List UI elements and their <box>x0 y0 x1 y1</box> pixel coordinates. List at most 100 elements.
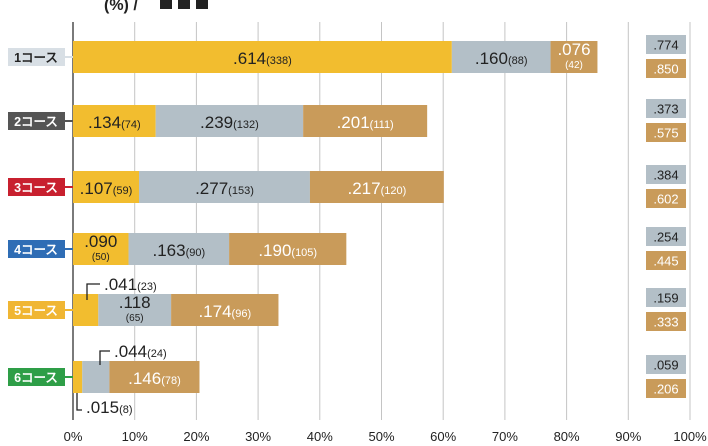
bar-count-label: (42) <box>565 60 583 71</box>
bar-segment <box>73 105 156 137</box>
bar-value-label: .277(153) <box>195 179 254 198</box>
summary-value: .774 <box>653 38 678 53</box>
bar-segment <box>303 105 428 137</box>
summary-value: .373 <box>653 102 678 117</box>
bar-value-label: .239(132) <box>200 113 259 132</box>
bar-value-text: .614 <box>233 49 266 68</box>
bar-count-text: (96) <box>232 308 252 320</box>
label-leader-line <box>76 393 82 411</box>
summary-value: .254 <box>653 230 678 245</box>
bar-segment <box>309 171 444 203</box>
category-labels: 1コース 2コース 3コース 4コース 5コース 6コース <box>8 48 73 386</box>
summary-box <box>646 288 686 307</box>
bar-segment <box>73 361 83 393</box>
title-glyph-2 <box>178 0 190 9</box>
bar-segment <box>128 233 230 265</box>
bar-count-text: (153) <box>228 185 254 197</box>
chart-title-fragment: (%) / <box>104 0 138 14</box>
bar-value-label: .134(74) <box>88 113 141 132</box>
bar-value-text: .239 <box>200 113 233 132</box>
summary-box <box>646 189 686 208</box>
bar-count-text: (120) <box>381 185 407 197</box>
summary-value: .206 <box>653 382 678 397</box>
category-badge <box>8 112 65 130</box>
bar-segment <box>82 361 110 393</box>
bar-value-label: .163(90) <box>152 241 205 260</box>
summary-box <box>646 99 686 118</box>
bar-value-text: .146 <box>128 369 161 388</box>
bar-value-text: .107 <box>80 179 113 198</box>
bar-value-text: .134 <box>88 113 121 132</box>
summary-values: .774 .850 .373 .575 .384 .602 .254 .445 .159 .333… <box>646 35 686 398</box>
bar-count-text: (132) <box>233 119 259 131</box>
bar-value-text: .163 <box>152 241 185 260</box>
bar-value-label: .174(96) <box>198 302 251 321</box>
bar-value-label: .044(24) <box>114 342 167 361</box>
bar-value-label: .160(88) <box>475 49 528 68</box>
bar-value-text: .201 <box>337 113 370 132</box>
x-tick-label: 10% <box>122 429 148 444</box>
label-leader-line <box>99 350 110 365</box>
bar-value-label: .146(78) <box>128 369 181 388</box>
category-label: 4コース <box>14 243 58 257</box>
bar-value-label: .076 <box>557 40 590 59</box>
x-tick-label: 0% <box>64 429 83 444</box>
bar-count-label: (50) <box>92 252 110 263</box>
title-glyph-3 <box>196 0 208 9</box>
bar-count-text: (24) <box>147 348 167 360</box>
bar-count-text: (78) <box>161 375 181 387</box>
x-tick-label: 100% <box>673 429 707 444</box>
bar-segment <box>109 361 200 393</box>
summary-box <box>646 355 686 374</box>
category-badge <box>8 368 65 386</box>
bar-count-text: (59) <box>113 185 133 197</box>
bar-segment <box>171 294 279 326</box>
category-label: 3コース <box>14 181 58 195</box>
bar-count-text: (111) <box>370 119 394 131</box>
x-tick-label: 40% <box>307 429 333 444</box>
summary-box <box>646 379 686 398</box>
summary-value: .575 <box>653 126 678 141</box>
bar-count-label: (65) <box>126 313 144 324</box>
bar-count-text: (105) <box>291 247 317 259</box>
bar-value-label: .107(59) <box>80 179 133 198</box>
x-tick-label: 80% <box>554 429 580 444</box>
x-tick-label: 50% <box>368 429 394 444</box>
bar-count-text: (74) <box>121 119 141 131</box>
bar-value-label: .201(111) <box>337 113 394 132</box>
summary-value: .333 <box>653 315 678 330</box>
summary-value: .384 <box>653 168 678 183</box>
category-badge <box>8 178 65 196</box>
x-tick-label: 60% <box>430 429 456 444</box>
bar-value-label: .015(8) <box>86 398 133 417</box>
label-leader-line <box>86 283 100 300</box>
summary-box <box>646 59 686 78</box>
bar-value-label: .614(338) <box>233 49 292 68</box>
category-badge <box>8 48 65 66</box>
bar-segment <box>550 41 598 73</box>
category-label: 5コース <box>14 304 58 318</box>
grid-lines <box>72 22 691 420</box>
category-label: 6コース <box>14 371 58 385</box>
bar-segment <box>139 171 310 203</box>
summary-value: .059 <box>653 358 678 373</box>
bar-value-text: .044 <box>114 342 147 361</box>
bars <box>73 41 598 393</box>
bar-value-label: .190(105) <box>258 241 317 260</box>
bar-value-text: .174 <box>198 302 231 321</box>
bar-count-text: (90) <box>186 247 206 259</box>
bar-segment <box>229 233 347 265</box>
bar-segment <box>73 233 129 265</box>
bar-count-text: (23) <box>137 281 157 293</box>
x-axis-ticks: 0% 10% 20% 30% 40% 50% 60% 70% 80% 90% 100% <box>64 429 707 444</box>
bar-value-text: .160 <box>475 49 508 68</box>
summary-box <box>646 35 686 54</box>
bar-segment <box>73 171 140 203</box>
bar-value-label: .118 <box>119 293 151 312</box>
x-tick-label: 90% <box>615 429 641 444</box>
bar-value-text: .277 <box>195 179 228 198</box>
bar-segment <box>155 105 304 137</box>
bar-value-label: .217(120) <box>347 179 406 198</box>
summary-value: .602 <box>653 192 678 207</box>
